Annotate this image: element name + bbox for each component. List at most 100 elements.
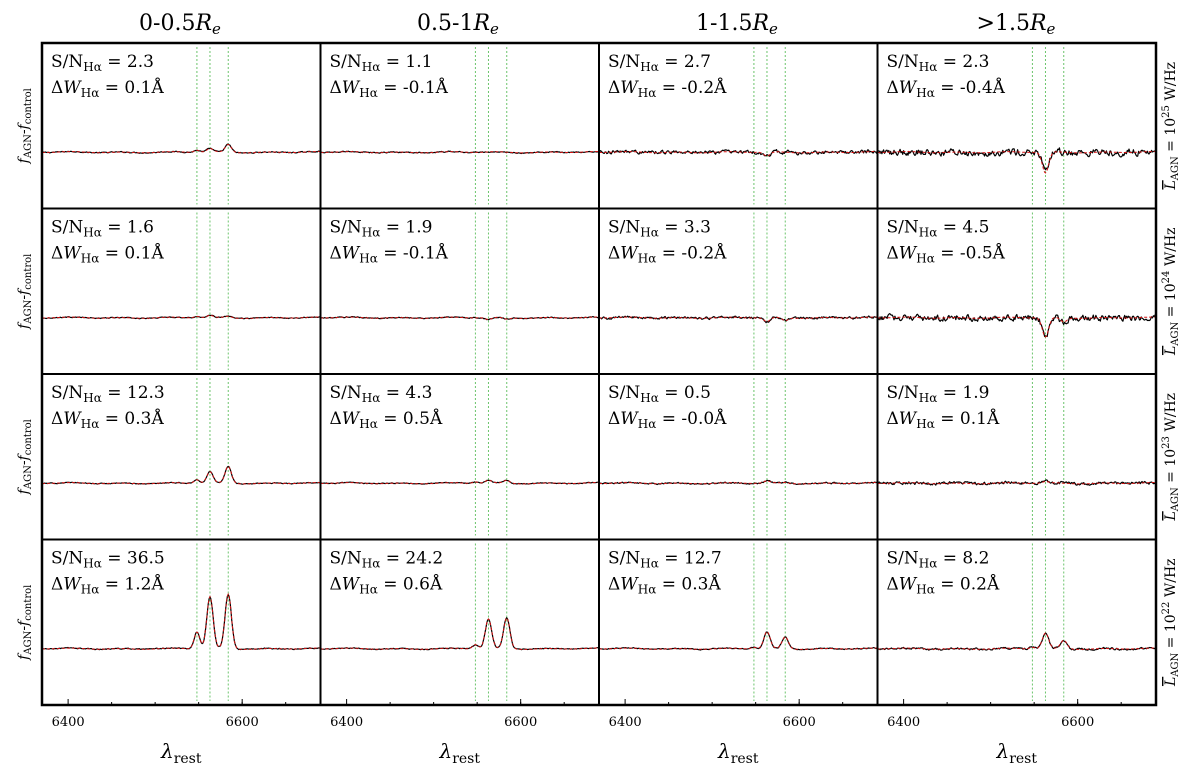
snr-annotation: S/NHα = 24.2 [330,549,444,571]
x-tick-label: 6400 [609,715,642,730]
delta-w-annotation: ΔWHα = -0.2Å [608,77,727,100]
column-title-1: 0-0.5Re [139,11,221,38]
delta-w-annotation: ΔWHα = -0.1Å [330,77,449,100]
delta-w-annotation: ΔWHα = 0.1Å [51,243,164,266]
observed-spectrum [41,465,321,485]
observed-spectrum [320,316,600,321]
observed-spectrum [320,617,600,651]
delta-w-annotation: ΔWHα = -0.4Å [887,77,1006,100]
delta-w-annotation: ΔWHα = 0.2Å [887,574,1000,597]
fit-spectrum [599,480,878,485]
x-tick-label: 6600 [1061,715,1094,730]
panel-r2-c3: S/NHα = 3.3 ΔWHα = -0.2Å [598,212,878,370]
delta-w-annotation: ΔWHα = 0.6Å [330,574,443,597]
panel-r1-c4: S/NHα = 2.3 ΔWHα = -0.4Å [877,47,1157,205]
delta-w-annotation: ΔWHα = 1.2Å [51,574,164,597]
fit-spectrum [599,151,878,157]
delta-w-annotation: ΔWHα = 0.5Å [330,408,443,431]
column-title-4: >1.5Re [977,11,1056,38]
observed-spectrum [877,147,1157,171]
fit-spectrum [877,316,1157,338]
panel-r2-c2: S/NHα = 1.9 ΔWHα = -0.1Å [320,212,600,370]
x-axes: 6400 6600 λrest 6400 6600 λrest 6400 6600 λrest 6… [52,699,1122,767]
delta-w-annotation: ΔWHα = 0.3Å [51,408,164,431]
snr-annotation: S/NHα = 2.3 [51,52,154,74]
panels-layer: S/NHα = 2.3 ΔWHα = 0.1Å S/NHα = 1.1 ΔWHα = … [41,47,1157,701]
observed-spectrum [41,314,321,320]
fit-spectrum [320,617,600,650]
snr-annotation: S/NHα = 1.9 [330,218,433,240]
snr-annotation: S/NHα = 1.9 [887,383,990,405]
fit-spectrum [42,592,321,650]
panel-r4-c2: S/NHα = 24.2 ΔWHα = 0.6Å [320,543,600,701]
observed-spectrum [598,149,878,157]
x-tick-label: 6400 [52,715,85,730]
x-tick-label: 6400 [330,715,363,730]
x-tick-label: 6600 [783,715,816,730]
row-label-1: LAGN = 1025 W/Hz [1161,62,1181,191]
panel-r4-c4: S/NHα = 8.2 ΔWHα = 0.2Å [877,543,1157,701]
fit-spectrum [320,151,600,154]
snr-annotation: S/NHα = 2.3 [887,52,990,74]
fit-spectrum [42,314,321,319]
panel-r3-c4: S/NHα = 1.9 ΔWHα = 0.1Å [877,378,1157,536]
snr-annotation: S/NHα = 3.3 [608,218,711,240]
delta-w-annotation: ΔWHα = 0.3Å [608,574,721,597]
observed-spectrum [598,631,878,651]
fit-spectrum [877,151,1157,174]
panel-r2-c1: S/NHα = 1.6 ΔWHα = 0.1Å [41,212,321,370]
column-titles: 0-0.5Re 0.5-1Re 1-1.5Re >1.5Re [139,11,1056,38]
delta-w-annotation: ΔWHα = 0.1Å [51,77,164,100]
snr-annotation: S/NHα = 1.6 [51,218,154,240]
y-axis-labels: fAGN-fcontrol fAGN-fcontrol fAGN-fcontrol f… [16,88,34,661]
panel-r1-c1: S/NHα = 2.3 ΔWHα = 0.1Å [41,47,321,205]
panel-r2-c4: S/NHα = 4.5 ΔWHα = -0.5Å [876,212,1157,370]
x-tick-label: 6600 [226,715,259,730]
grid-frame [40,41,1158,707]
fit-spectrum [877,480,1157,485]
delta-w-annotation: ΔWHα = -0.0Å [608,408,727,431]
observed-spectrum [877,479,1157,486]
panel-r3-c1: S/NHα = 12.3 ΔWHα = 0.3Å [41,378,321,536]
y-axis-label-3: fAGN-fcontrol [16,419,34,495]
panel-r3-c2: S/NHα = 4.3 ΔWHα = 0.5Å [320,378,600,536]
delta-w-annotation: ΔWHα = -0.5Å [887,243,1006,266]
fit-spectrum [877,632,1157,650]
snr-annotation: S/NHα = 12.3 [51,383,165,405]
column-title-3: 1-1.5Re [696,11,778,38]
observed-spectrum [877,632,1157,651]
fit-spectrum [42,143,321,154]
x-axis-label-1: λrest [160,739,202,767]
fit-spectrum [320,316,600,320]
snr-annotation: S/NHα = 2.7 [608,52,711,74]
snr-annotation: S/NHα = 12.7 [608,549,722,571]
y-axis-label-2: fAGN-fcontrol [16,254,34,330]
observed-spectrum [598,315,878,324]
panel-r3-c3: S/NHα = 0.5 ΔWHα = -0.0Å [598,378,878,536]
delta-w-annotation: ΔWHα = -0.1Å [330,243,449,266]
x-axis-label-4: λrest [996,739,1038,767]
fit-spectrum [599,316,878,323]
snr-annotation: S/NHα = 4.3 [330,383,433,405]
fit-spectrum [599,630,878,650]
observed-spectrum [876,313,1157,338]
x-tick-label: 6600 [504,715,537,730]
y-axis-label-1: fAGN-fcontrol [16,88,34,164]
fit-spectrum [320,479,600,485]
panel-r1-c2: S/NHα = 1.1 ΔWHα = -0.1Å [320,47,600,205]
observed-spectrum [598,479,878,486]
panel-r1-c3: S/NHα = 2.7 ΔWHα = -0.2Å [598,47,878,205]
row-label-2: LAGN = 1024 W/Hz [1161,227,1181,356]
x-axis-label-2: λrest [439,739,481,767]
column-title-2: 0.5-1Re [417,11,499,38]
panel-r4-c1: S/NHα = 36.5 ΔWHα = 1.2Å [42,543,321,701]
x-axis-label-3: λrest [717,739,759,767]
snr-annotation: S/NHα = 4.5 [887,218,990,240]
observed-spectrum [42,594,321,651]
row-label-3: LAGN = 1023 W/Hz [1161,393,1181,522]
snr-annotation: S/NHα = 0.5 [608,383,711,405]
panel-r4-c3: S/NHα = 12.7 ΔWHα = 0.3Å [598,543,878,701]
snr-annotation: S/NHα = 8.2 [887,549,990,571]
row-labels: LAGN = 1025 W/Hz LAGN = 1024 W/Hz LAGN = 1… [1161,62,1181,687]
